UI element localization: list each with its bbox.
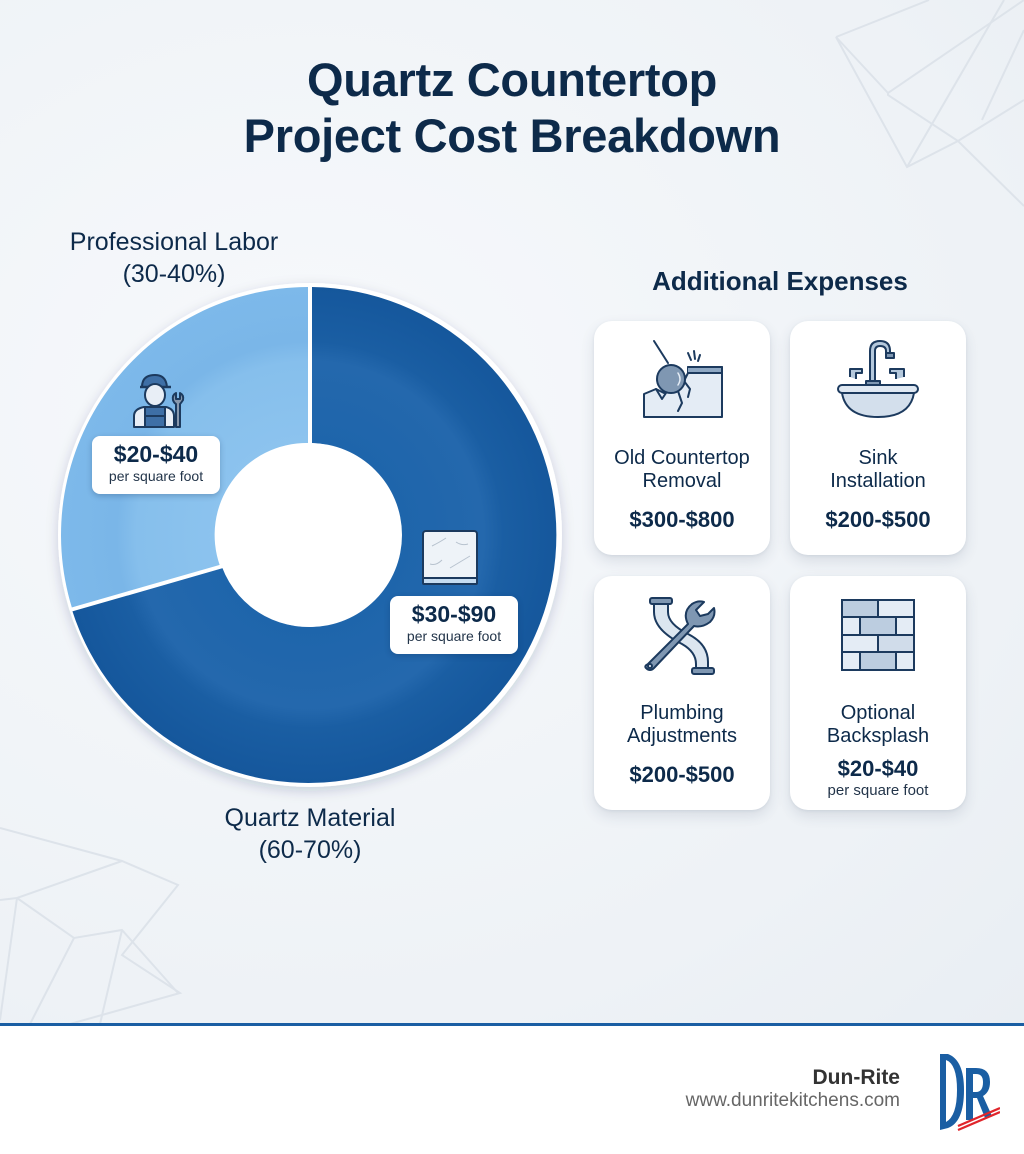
labor-slice-label: Professional Labor (30-40%) xyxy=(40,226,308,290)
title-line-1: Quartz Countertop xyxy=(306,53,718,106)
labor-name: Professional Labor xyxy=(69,228,279,256)
brand-name: Dun-Rite xyxy=(812,1066,901,1089)
wrecking-ball-icon xyxy=(643,340,723,418)
footer xyxy=(0,1026,1024,1154)
expense-name: Optional Backsplash xyxy=(826,702,930,747)
expense-card-plumbing-adjustments: Plumbing Adjustments $200-$500 xyxy=(594,576,770,810)
expense-price: $300-$800 xyxy=(629,507,735,532)
expense-name: Plumbing Adjustments xyxy=(626,702,738,747)
material-unit: per square foot xyxy=(406,628,502,644)
additional-expenses-heading: Additional Expenses xyxy=(652,266,908,296)
worker-icon xyxy=(133,374,185,428)
expense-card-optional-backsplash: Optional Backsplash $20-$40 per square f… xyxy=(790,576,966,810)
material-price: $30-$90 xyxy=(411,601,497,627)
cost-donut-chart: Professional Labor (30-40%) Quartz Mater… xyxy=(40,226,562,866)
material-percent: (60-70%) xyxy=(258,836,362,864)
material-slice-label: Quartz Material (60-70%) xyxy=(180,802,440,866)
slice-quartz-material[interactable] xyxy=(72,287,557,783)
dun-rite-logo-icon xyxy=(940,1054,1000,1132)
brand-url[interactable]: www.dunritekitchens.com xyxy=(685,1090,900,1111)
expense-unit: per square foot xyxy=(827,782,929,799)
expense-price: $20-$40 xyxy=(837,756,919,781)
labor-percent: (30-40%) xyxy=(122,260,226,288)
expense-name: Old Countertop Removal xyxy=(614,447,750,492)
labor-price-tag: $20-$40 per square foot xyxy=(92,436,220,494)
page-title: Quartz Countertop Project Cost Breakdown xyxy=(0,52,1024,164)
geometric-background-decoration xyxy=(0,0,1024,1024)
material-name: Quartz Material xyxy=(224,804,396,832)
infographic-canvas: Quartz Countertop Project Cost Breakdown xyxy=(0,0,1024,1024)
brick-wall-icon xyxy=(841,599,915,671)
expense-name: Sink Installation xyxy=(830,447,926,492)
pipe-wrench-icon xyxy=(644,597,716,675)
expense-card-sink-installation: Sink Installation $200-$500 xyxy=(790,321,966,555)
expense-price: $200-$500 xyxy=(825,507,931,532)
sink-icon xyxy=(837,340,919,418)
donut-graphic xyxy=(58,283,562,787)
expense-price: $200-$500 xyxy=(629,762,735,787)
labor-price: $20-$40 xyxy=(113,441,199,467)
labor-unit: per square foot xyxy=(108,468,204,484)
footer-divider xyxy=(0,1023,1024,1026)
material-price-tag: $30-$90 per square foot xyxy=(390,596,518,654)
expense-card-countertop-removal: Old Countertop Removal $300-$800 xyxy=(594,321,770,555)
title-line-2: Project Cost Breakdown xyxy=(243,109,781,162)
quartz-slab-icon xyxy=(422,530,478,585)
